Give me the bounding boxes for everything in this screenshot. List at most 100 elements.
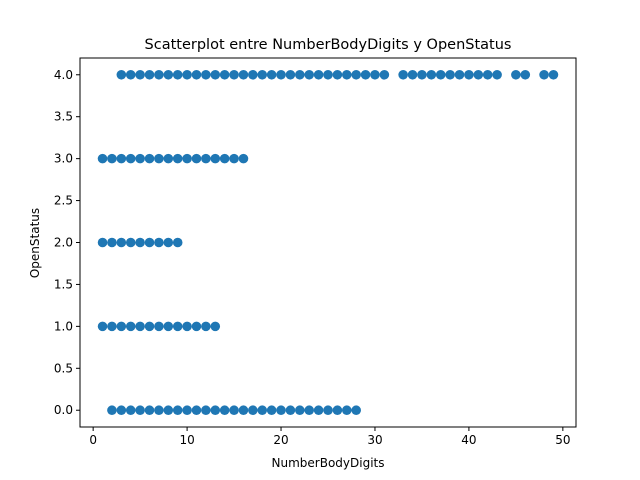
data-point bbox=[464, 69, 474, 80]
data-point bbox=[445, 69, 455, 80]
data-point bbox=[323, 405, 333, 416]
y-axis-ticks: 0.0 0.5 1.0 1.5 2.0 2.5 3.0 3.5 4.0 bbox=[54, 68, 80, 417]
data-point bbox=[219, 405, 230, 416]
data-point bbox=[304, 405, 315, 416]
data-point bbox=[172, 153, 183, 164]
data-point bbox=[172, 237, 183, 248]
data-point bbox=[163, 405, 174, 416]
data-point bbox=[135, 405, 145, 416]
data-point bbox=[191, 321, 202, 332]
data-point bbox=[125, 321, 136, 332]
data-point bbox=[520, 69, 531, 80]
data-point bbox=[210, 69, 221, 80]
data-point bbox=[370, 69, 380, 80]
data-point bbox=[248, 69, 258, 80]
data-point bbox=[248, 405, 258, 416]
data-point bbox=[285, 69, 296, 80]
data-point bbox=[238, 69, 249, 80]
y-tick-label: 3.5 bbox=[54, 110, 73, 124]
data-point bbox=[116, 153, 127, 164]
data-point bbox=[107, 153, 117, 164]
data-point bbox=[144, 69, 155, 80]
data-point bbox=[548, 69, 559, 80]
data-point bbox=[295, 405, 305, 416]
data-point bbox=[163, 153, 174, 164]
data-point bbox=[238, 405, 249, 416]
data-point bbox=[144, 321, 155, 332]
x-tick-label: 50 bbox=[555, 433, 570, 447]
data-point bbox=[276, 69, 286, 80]
y-tick-label: 2.5 bbox=[54, 194, 73, 208]
data-point bbox=[163, 237, 174, 248]
data-point bbox=[285, 405, 296, 416]
data-point bbox=[201, 69, 211, 80]
data-point bbox=[341, 69, 352, 80]
y-tick-label: 3.0 bbox=[54, 152, 73, 166]
y-tick-label: 0.0 bbox=[54, 403, 73, 417]
data-point bbox=[492, 69, 502, 80]
y-tick-label: 1.0 bbox=[54, 319, 73, 333]
data-points bbox=[97, 69, 559, 416]
data-point bbox=[229, 69, 239, 80]
data-point bbox=[172, 321, 183, 332]
data-point bbox=[229, 405, 239, 416]
data-point bbox=[511, 69, 521, 80]
data-point bbox=[210, 321, 221, 332]
data-point bbox=[266, 405, 277, 416]
data-point bbox=[116, 237, 127, 248]
data-point bbox=[304, 69, 315, 80]
data-point bbox=[172, 405, 183, 416]
data-point bbox=[539, 69, 549, 80]
x-tick-label: 0 bbox=[89, 433, 97, 447]
data-point bbox=[154, 405, 164, 416]
data-point bbox=[191, 153, 202, 164]
data-point bbox=[201, 153, 211, 164]
data-point bbox=[182, 405, 192, 416]
data-point bbox=[210, 153, 221, 164]
data-point bbox=[116, 69, 127, 80]
data-point bbox=[163, 321, 174, 332]
data-point bbox=[116, 321, 127, 332]
data-point bbox=[154, 237, 164, 248]
data-point bbox=[182, 153, 192, 164]
data-point bbox=[182, 321, 192, 332]
data-point bbox=[219, 153, 230, 164]
data-point bbox=[144, 153, 155, 164]
data-point bbox=[219, 69, 230, 80]
data-point bbox=[266, 69, 277, 80]
data-point bbox=[426, 69, 437, 80]
data-point bbox=[482, 69, 493, 80]
y-tick-label: 4.0 bbox=[54, 68, 73, 82]
data-point bbox=[313, 405, 324, 416]
data-point bbox=[417, 69, 427, 80]
data-point bbox=[341, 405, 352, 416]
data-point bbox=[191, 69, 202, 80]
data-point bbox=[295, 69, 305, 80]
data-point bbox=[238, 153, 249, 164]
data-point bbox=[332, 69, 343, 80]
data-point bbox=[313, 69, 324, 80]
data-point bbox=[407, 69, 418, 80]
data-point bbox=[154, 153, 164, 164]
data-point bbox=[257, 405, 268, 416]
data-point bbox=[351, 405, 361, 416]
data-point bbox=[323, 69, 333, 80]
data-point bbox=[125, 69, 136, 80]
data-point bbox=[172, 69, 183, 80]
data-point bbox=[229, 153, 239, 164]
x-tick-label: 10 bbox=[179, 433, 194, 447]
data-point bbox=[97, 237, 108, 248]
data-point bbox=[257, 69, 268, 80]
y-axis-label: OpenStatus bbox=[28, 208, 42, 278]
data-point bbox=[473, 69, 484, 80]
x-tick-label: 30 bbox=[367, 433, 382, 447]
x-axis-label: NumberBodyDigits bbox=[272, 456, 385, 470]
data-point bbox=[398, 69, 408, 80]
data-point bbox=[154, 321, 164, 332]
y-tick-label: 2.0 bbox=[54, 236, 73, 250]
data-point bbox=[135, 237, 145, 248]
data-point bbox=[144, 237, 155, 248]
data-point bbox=[182, 69, 192, 80]
data-point bbox=[107, 237, 117, 248]
